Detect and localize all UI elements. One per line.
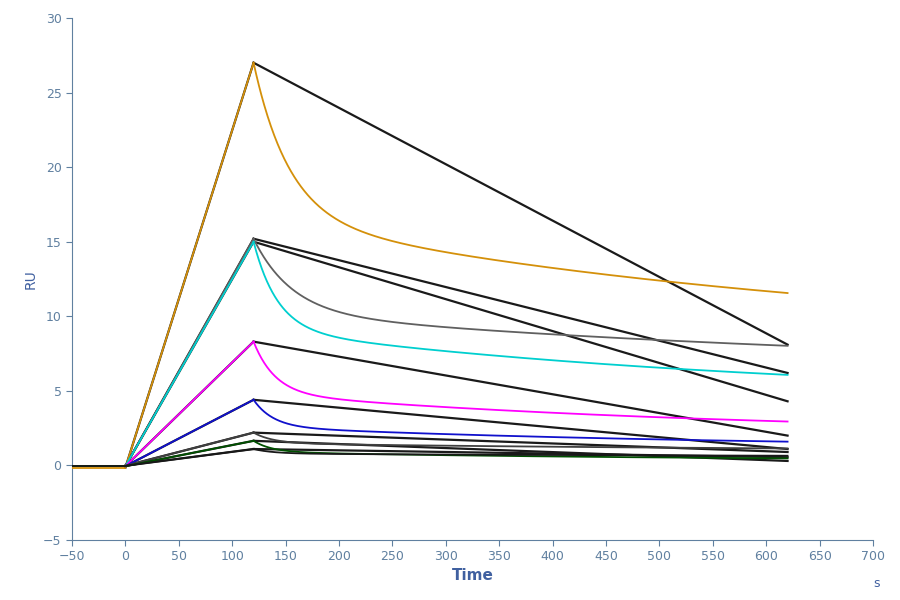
X-axis label: Time: Time [452, 568, 493, 583]
Text: s: s [873, 577, 879, 590]
Y-axis label: RU: RU [23, 269, 38, 289]
